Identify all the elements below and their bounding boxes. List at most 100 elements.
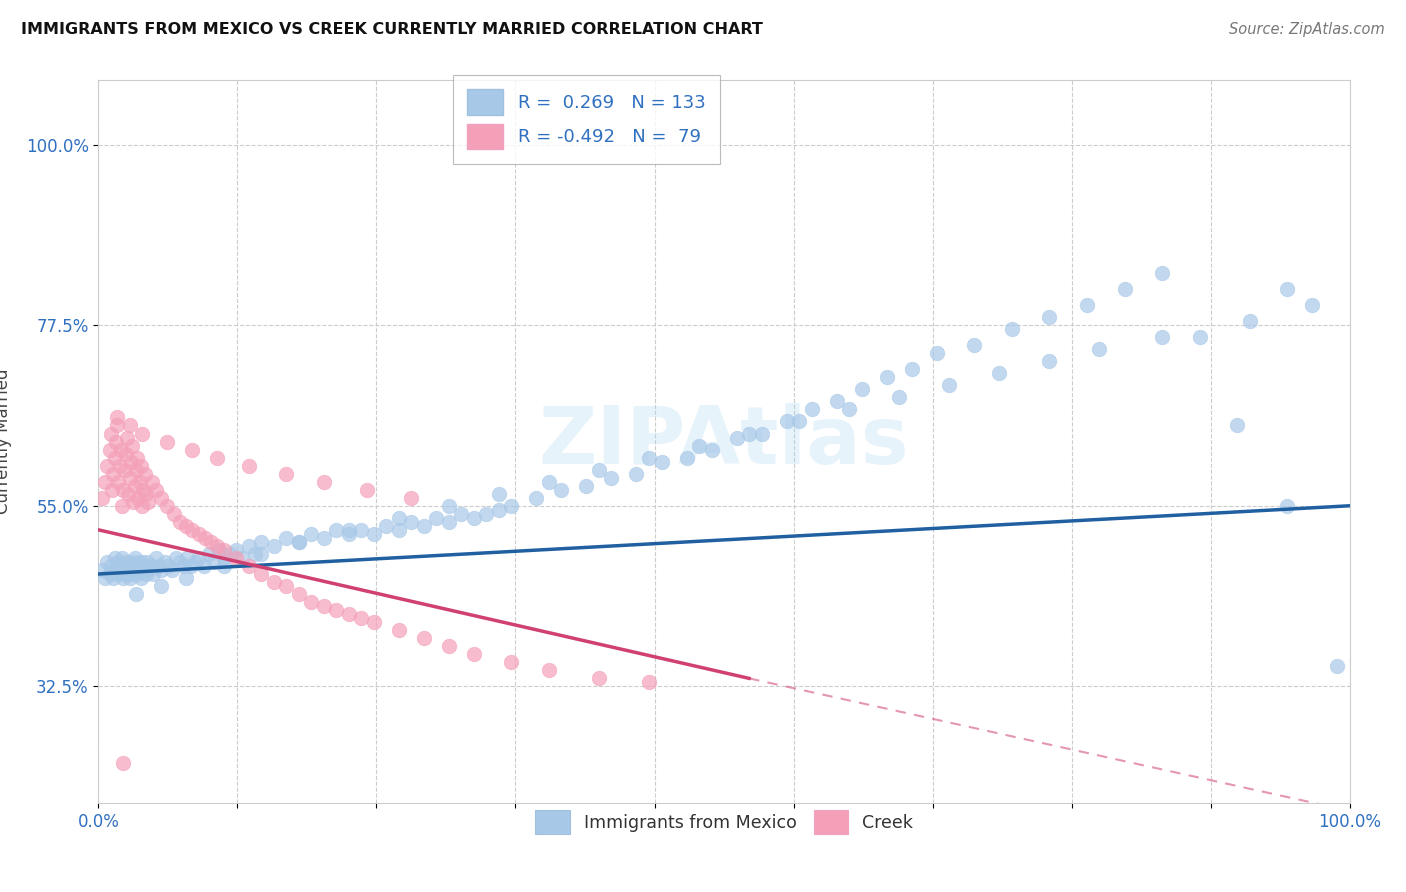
- Point: [153, 555, 176, 569]
- Point: [1088, 342, 1111, 356]
- Point: [101, 483, 124, 497]
- Point: [838, 402, 860, 417]
- Point: [250, 534, 273, 549]
- Point: [212, 542, 235, 557]
- Point: [1239, 314, 1261, 328]
- Point: [425, 510, 447, 524]
- Point: [187, 526, 209, 541]
- Point: [135, 486, 157, 500]
- Point: [638, 450, 661, 465]
- Point: [114, 462, 136, 476]
- Point: [437, 515, 460, 529]
- Point: [129, 458, 152, 473]
- Point: [194, 531, 217, 545]
- Point: [148, 558, 170, 573]
- Point: [162, 507, 184, 521]
- Point: [105, 567, 128, 582]
- Point: [350, 523, 373, 537]
- Point: [107, 475, 129, 489]
- Text: ZIPAtlas: ZIPAtlas: [538, 402, 910, 481]
- Point: [145, 483, 167, 497]
- Point: [287, 534, 309, 549]
- Point: [725, 430, 748, 444]
- Point: [263, 539, 285, 553]
- Point: [121, 563, 143, 577]
- Point: [138, 494, 160, 508]
- Point: [1326, 659, 1348, 673]
- Point: [738, 426, 761, 441]
- Point: [93, 571, 115, 585]
- Point: [700, 442, 723, 457]
- Point: [550, 483, 572, 497]
- Point: [114, 563, 136, 577]
- Point: [122, 567, 145, 582]
- Point: [588, 671, 610, 685]
- Point: [388, 623, 411, 637]
- Point: [121, 438, 143, 452]
- Point: [127, 555, 149, 569]
- Legend: Immigrants from Mexico, Creek: Immigrants from Mexico, Creek: [522, 796, 927, 848]
- Point: [91, 491, 114, 505]
- Point: [150, 563, 173, 577]
- Point: [157, 558, 180, 573]
- Point: [988, 366, 1011, 380]
- Point: [112, 571, 135, 585]
- Point: [127, 491, 149, 505]
- Y-axis label: Currently Married: Currently Married: [0, 368, 11, 515]
- Point: [138, 563, 160, 577]
- Point: [207, 539, 229, 553]
- Point: [900, 362, 922, 376]
- Point: [688, 438, 710, 452]
- Point: [1277, 499, 1299, 513]
- Point: [111, 499, 134, 513]
- Point: [1226, 418, 1249, 433]
- Point: [132, 483, 155, 497]
- Point: [127, 567, 149, 582]
- Point: [112, 483, 135, 497]
- Text: IMMIGRANTS FROM MEXICO VS CREEK CURRENTLY MARRIED CORRELATION CHART: IMMIGRANTS FROM MEXICO VS CREEK CURRENTL…: [21, 22, 763, 37]
- Point: [91, 563, 114, 577]
- Point: [437, 499, 460, 513]
- Point: [125, 587, 148, 601]
- Point: [287, 534, 309, 549]
- Point: [169, 515, 191, 529]
- Point: [118, 571, 141, 585]
- Point: [600, 470, 623, 484]
- Point: [184, 555, 207, 569]
- Point: [103, 571, 125, 585]
- Point: [105, 410, 128, 425]
- Point: [312, 531, 335, 545]
- Point: [169, 555, 191, 569]
- Point: [134, 467, 156, 481]
- Point: [193, 558, 215, 573]
- Point: [463, 647, 485, 661]
- Point: [124, 478, 146, 492]
- Point: [337, 523, 360, 537]
- Point: [98, 567, 121, 582]
- Point: [537, 664, 560, 678]
- Point: [207, 450, 229, 465]
- Point: [1188, 330, 1211, 344]
- Point: [100, 558, 122, 573]
- Point: [231, 550, 253, 566]
- Point: [181, 442, 204, 457]
- Point: [501, 655, 523, 669]
- Point: [1038, 354, 1060, 368]
- Point: [96, 458, 118, 473]
- Point: [243, 547, 266, 561]
- Point: [325, 523, 347, 537]
- Point: [212, 558, 235, 573]
- Point: [463, 510, 485, 524]
- Point: [124, 550, 146, 566]
- Point: [110, 567, 132, 582]
- Point: [100, 426, 122, 441]
- Point: [638, 675, 661, 690]
- Point: [120, 555, 142, 569]
- Point: [851, 382, 873, 396]
- Point: [356, 483, 378, 497]
- Point: [501, 499, 523, 513]
- Point: [876, 370, 898, 384]
- Point: [111, 550, 134, 566]
- Point: [139, 558, 162, 573]
- Text: Source: ZipAtlas.com: Source: ZipAtlas.com: [1229, 22, 1385, 37]
